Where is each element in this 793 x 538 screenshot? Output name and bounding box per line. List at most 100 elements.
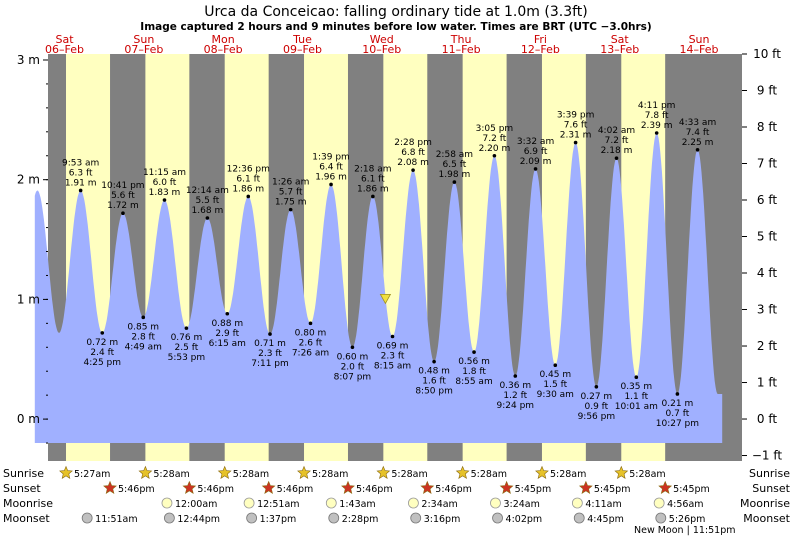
sunset-time: 5:45pm	[515, 484, 552, 495]
moonrise-icon	[490, 497, 501, 509]
low-tide-meters: 0.69 m	[377, 342, 409, 352]
high-tide-feet: 5.6 ft	[111, 191, 135, 201]
low-tide-feet: 2.3 ft	[381, 352, 405, 362]
low-tide-feet: 2.9 ft	[215, 329, 239, 339]
y-tick-label-ft: 2 ft	[757, 339, 777, 353]
y-tick-label-ft: 4 ft	[757, 266, 777, 280]
high-tide-feet: 7.6 ft	[564, 121, 588, 131]
low-tide-time: 7:11 pm	[251, 359, 289, 369]
tide-extreme-dot	[268, 332, 272, 336]
sun-star-icon	[455, 465, 470, 479]
moonrise-time: 4:11am	[585, 499, 621, 510]
y-tick-label-ft: 10 ft	[753, 47, 781, 61]
high-tide-time: 10:41 pm	[101, 181, 144, 191]
tide-extreme-dot	[472, 350, 476, 354]
sun-star-icon	[658, 480, 673, 494]
low-tide-time: 9:30 am	[537, 390, 574, 400]
sun-star-icon	[535, 465, 549, 479]
y-tick-label-m: 1 m	[17, 292, 40, 306]
day-date-label: 12–Feb	[521, 43, 560, 56]
high-tide-feet: 7.4 ft	[686, 128, 710, 138]
tide-extreme-dot	[614, 156, 619, 160]
sun-star-icon	[59, 465, 73, 479]
high-tide-feet: 6.1 ft	[361, 174, 385, 184]
day-date-label: 08–Feb	[204, 43, 243, 56]
high-tide-meters: 1.91 m	[65, 178, 97, 188]
tide-extreme-dot	[533, 167, 538, 171]
y-tick-label-ft: 1 ft	[757, 376, 777, 390]
low-tide-time: 6:15 am	[209, 339, 246, 349]
day-name-label: Sat	[56, 33, 75, 46]
low-tide-feet: 1.8 ft	[462, 367, 486, 377]
high-tide-meters: 1.86 m	[357, 184, 389, 194]
tide-extreme-dot	[225, 311, 230, 316]
day-date-label: 10–Feb	[362, 43, 401, 56]
sunset-time: 5:46pm	[277, 484, 314, 495]
high-tide-meters: 1.98 m	[439, 170, 471, 180]
tide-extreme-dot	[432, 359, 436, 364]
row-label-left: Sunrise	[3, 467, 44, 480]
sunrise-time: 5:28am	[391, 469, 427, 480]
high-tide-meters: 2.31 m	[560, 131, 592, 141]
tide-extreme-dot	[654, 131, 659, 135]
tide-extreme-dot	[513, 374, 518, 378]
sun-star-icon	[217, 465, 232, 479]
day-name-label: Sun	[689, 33, 710, 46]
low-tide-feet: 1.6 ft	[422, 377, 446, 387]
high-tide-time: 4:11 pm	[638, 101, 676, 111]
high-tide-time: 1:39 pm	[312, 152, 350, 162]
low-tide-feet: 2.8 ft	[131, 332, 155, 342]
row-label-left: Moonrise	[3, 497, 53, 510]
high-tide-time: 2:28 pm	[394, 138, 432, 148]
sun-star-icon	[297, 465, 311, 479]
high-tide-feet: 7.2 ft	[483, 134, 507, 144]
day-name-label: Wed	[370, 33, 394, 46]
tide-extreme-dot	[411, 168, 415, 172]
moonrise-icon	[571, 497, 583, 509]
sun-moon-rows: Sunrise Sunrise Sunset Sunset Moonrise Moonri…	[3, 465, 791, 536]
sun-star-icon	[341, 480, 355, 494]
sun-star-icon	[499, 480, 514, 494]
high-tide-meters: 2.39 m	[641, 121, 673, 131]
high-tide-time: 1:26 am	[272, 178, 309, 188]
tide-extremes: 9:53 am6.3 ft1.91 m 0.72 m2.4 ft4:25 pm 10…	[62, 101, 716, 429]
sun-star-icon	[138, 465, 153, 479]
sun-star-icon	[182, 480, 197, 494]
low-tide-time: 10:27 pm	[656, 419, 699, 429]
moonset-icon	[410, 512, 422, 524]
low-tide-meters: 0.76 m	[171, 333, 203, 343]
tide-extreme-dot	[121, 211, 125, 216]
y-tick-label-ft: 6 ft	[757, 193, 777, 207]
tide-extreme-dot	[371, 194, 375, 199]
high-tide-time: 3:39 pm	[557, 111, 595, 121]
tide-extreme-dot	[695, 147, 700, 152]
low-tide-feet: 1.2 ft	[503, 391, 527, 401]
moonset-icon	[246, 512, 258, 524]
low-tide-feet: 2.3 ft	[258, 349, 282, 359]
moonrise-time: 2:34am	[421, 499, 457, 510]
moonset-time: 11:51am	[95, 514, 137, 525]
high-tide-feet: 6.3 ft	[69, 168, 93, 178]
high-tide-feet: 7.2 ft	[605, 136, 629, 146]
current-level-triangle	[379, 293, 392, 305]
moonset-icon	[492, 512, 503, 524]
moonrise-time: 1:43am	[339, 499, 375, 510]
day-name-label: Mon	[212, 33, 235, 46]
low-tide-time: 7:26 am	[292, 348, 329, 358]
moonrise-time: 12:51am	[257, 499, 299, 510]
tide-extreme-dot	[573, 140, 578, 145]
moonset-time: 3:16pm	[424, 514, 461, 525]
high-tide-time: 2:18 am	[354, 164, 391, 174]
row-label-right: Sunrise	[749, 467, 790, 480]
high-tide-meters: 1.68 m	[192, 206, 224, 216]
high-tide-time: 4:02 am	[598, 126, 635, 136]
sunset-time: 5:45pm	[594, 484, 631, 495]
sunrise-time: 5:27am	[74, 469, 110, 480]
moonrise-icon	[243, 497, 255, 509]
sun-star-icon	[614, 465, 629, 479]
row-label-right: Moonset	[743, 512, 790, 525]
sunset-time: 5:45pm	[673, 484, 710, 495]
y-tick-label-m: 0 m	[17, 412, 40, 426]
high-tide-feet: 5.7 ft	[279, 188, 303, 198]
moonset-time: 5:26pm	[669, 514, 706, 525]
